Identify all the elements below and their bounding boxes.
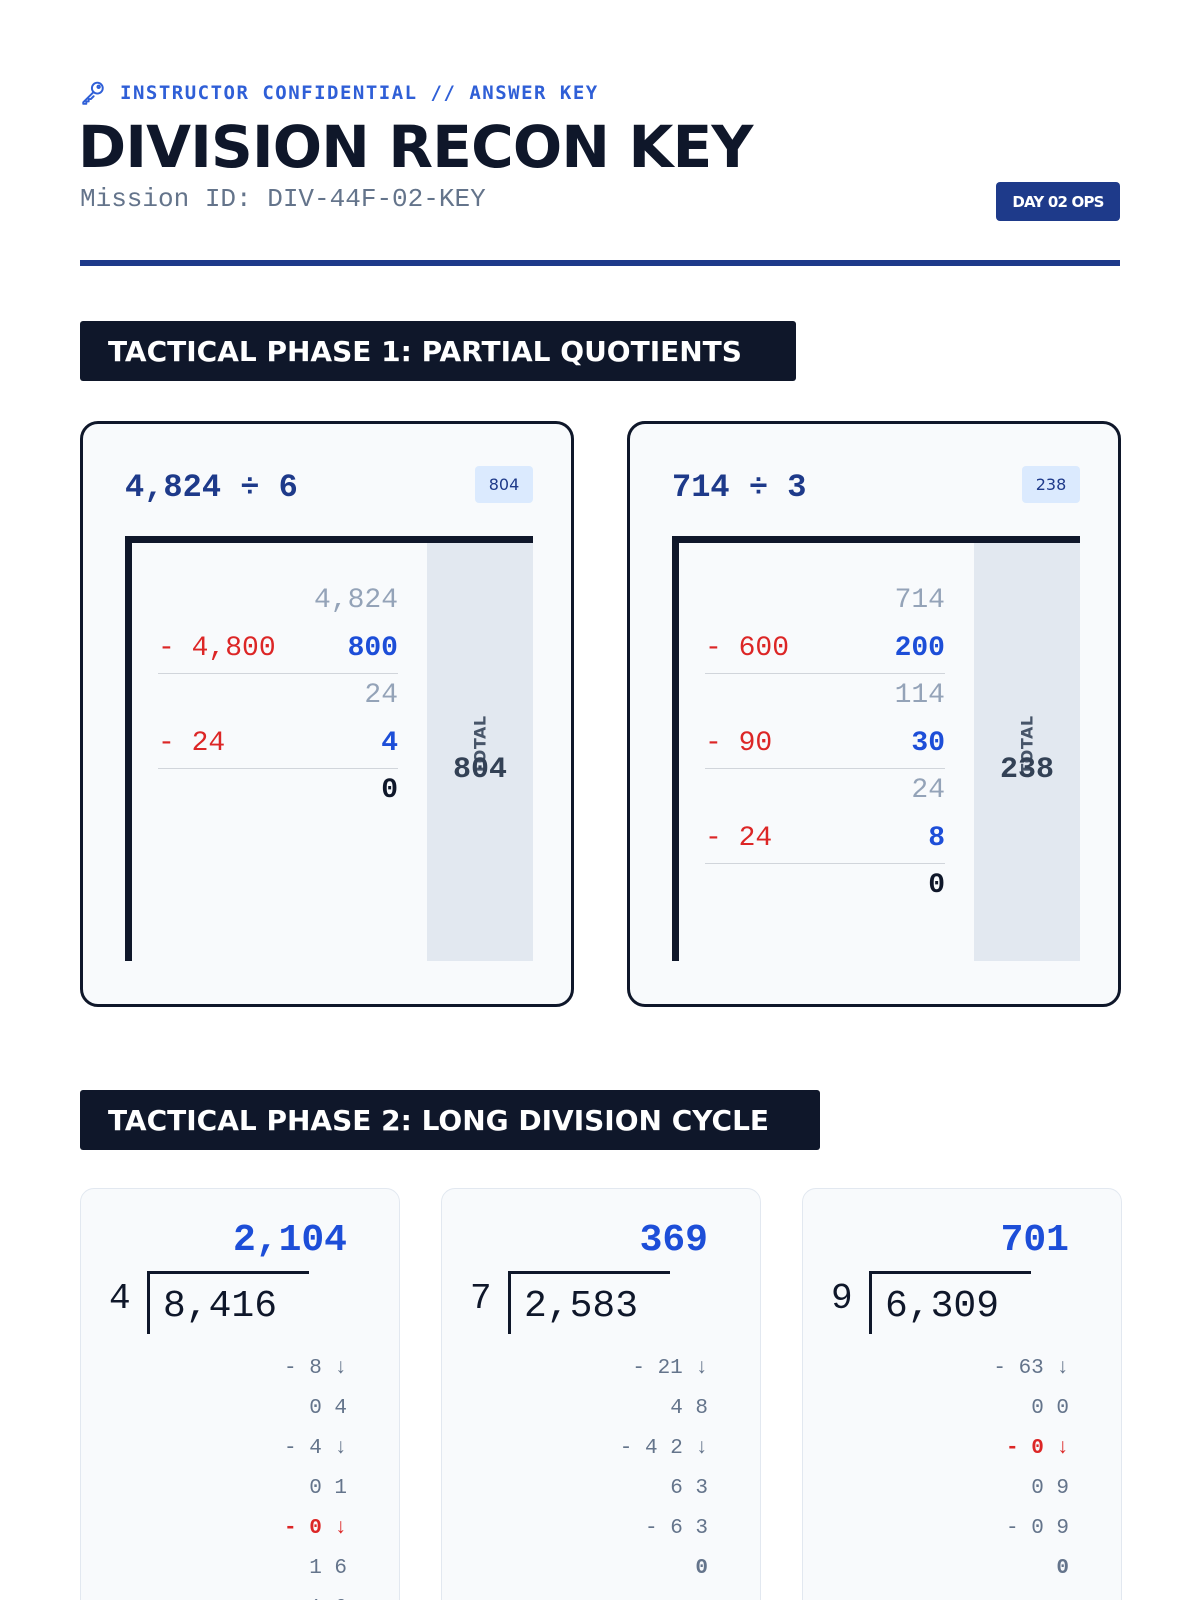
subtracted-amount: - 4,800 xyxy=(158,632,276,664)
subtracted-amount: - 24 xyxy=(705,822,773,854)
division-step: 0 4 xyxy=(309,1397,347,1420)
division-step: - 21 ↓ xyxy=(632,1357,708,1380)
subtraction-row: - 24 8 xyxy=(705,817,945,864)
remaining-value: 714 xyxy=(894,585,945,616)
division-bracket xyxy=(869,1271,1031,1334)
long-division-card: 369 7 2,583 - 21 ↓ 4 8 - 4 2 ↓ 6 3 - 6 3 0 xyxy=(441,1188,761,1600)
header-divider xyxy=(80,260,1120,266)
subtraction-row: - 24 4 xyxy=(158,722,398,769)
division-step: 4 8 xyxy=(670,1397,708,1420)
quotient: 2,104 xyxy=(232,1219,347,1262)
partial-quotient: 800 xyxy=(347,632,398,664)
division-bracket xyxy=(508,1271,670,1334)
division-step: 0 9 xyxy=(1031,1477,1069,1500)
division-step: - 0 9 xyxy=(1005,1517,1069,1540)
phase2-title: TACTICAL PHASE 2: LONG DIVISION CYCLE xyxy=(80,1090,820,1150)
problem-expression: 4,824 ÷ 6 xyxy=(125,469,298,506)
confidential-eyebrow: INSTRUCTOR CONFIDENTIAL // ANSWER KEY xyxy=(80,80,599,106)
division-step: - 63 ↓ xyxy=(993,1357,1069,1380)
long-division-card: 2,104 4 8,416 - 8 ↓ 0 4 - 4 ↓ 0 1 - 0 ↓ 1 6 1 6 xyxy=(80,1188,400,1600)
division-step: 0 0 xyxy=(1031,1397,1069,1420)
partial-quotient: 8 xyxy=(928,822,945,854)
partial-quotient-card: 714 ÷ 3 238 TOTAL 238 714- 600 200 114- 90 30 24… xyxy=(627,421,1121,1007)
remainder-row: 24 xyxy=(705,769,945,816)
quotient: 369 xyxy=(639,1219,708,1262)
dividend: 2,583 xyxy=(524,1285,639,1328)
total-column: TOTAL 238 xyxy=(974,543,1080,961)
dividend: 6,309 xyxy=(885,1285,1000,1328)
problem-expression: 714 ÷ 3 xyxy=(672,469,807,506)
mission-id: Mission ID: DIV-44F-02-KEY xyxy=(80,184,486,214)
remainder-row: 114 xyxy=(705,674,945,721)
subtraction-row: - 90 30 xyxy=(705,722,945,769)
partial-quotient-frame: TOTAL 804 4,824 - 4,800 800 24 - 24 4 0 xyxy=(125,536,533,961)
division-step: 0 xyxy=(695,1557,708,1580)
division-step: - 6 3 xyxy=(644,1517,708,1540)
division-step: 0 xyxy=(1056,1557,1069,1580)
division-step: - 0 ↓ xyxy=(283,1517,347,1540)
remaining-value: 4,824 xyxy=(313,585,398,616)
partial-quotient: 30 xyxy=(911,727,945,759)
long-division-card: 701 9 6,309 - 63 ↓ 0 0 - 0 ↓ 0 9 - 0 9 0 xyxy=(802,1188,1122,1600)
total-value: 238 xyxy=(999,753,1054,787)
remainder-row: 24 xyxy=(158,674,398,721)
divisor: 9 xyxy=(831,1278,853,1319)
answer-badge: 238 xyxy=(1022,466,1080,503)
remainder-row: 4,824 xyxy=(158,579,398,626)
partial-quotient: 200 xyxy=(894,632,945,664)
remainder-row: 0 xyxy=(705,864,945,911)
remaining-value: 24 xyxy=(364,680,398,711)
dividend: 8,416 xyxy=(163,1285,278,1328)
partial-quotient-frame: TOTAL 238 714 - 600 200 114 - 90 30 24 - 24 8 0 xyxy=(672,536,1080,961)
division-step: - 0 ↓ xyxy=(1005,1437,1069,1460)
divisor: 7 xyxy=(470,1278,492,1319)
subtracted-amount: - 600 xyxy=(705,632,790,664)
eyebrow-text: INSTRUCTOR CONFIDENTIAL // ANSWER KEY xyxy=(120,82,599,104)
total-value: 804 xyxy=(452,753,507,787)
subtracted-amount: - 90 xyxy=(705,727,773,759)
division-bracket xyxy=(147,1271,309,1334)
page-title: DIVISION RECON KEY xyxy=(78,113,753,181)
subtraction-row: - 600 200 xyxy=(705,627,945,674)
key-icon xyxy=(82,81,104,105)
quotient: 701 xyxy=(1000,1219,1069,1262)
division-step: - 8 ↓ xyxy=(283,1357,347,1380)
division-step: 1 6 xyxy=(309,1597,347,1600)
division-step: - 4 ↓ xyxy=(283,1437,347,1460)
day-badge: DAY 02 OPS xyxy=(996,182,1120,221)
remainder-row: 0 xyxy=(158,769,398,816)
final-remainder: 0 xyxy=(928,870,945,901)
divisor: 4 xyxy=(109,1278,131,1319)
total-column: TOTAL 804 xyxy=(427,543,533,961)
subtraction-row: - 4,800 800 xyxy=(158,627,398,674)
phase1-title: TACTICAL PHASE 1: PARTIAL QUOTIENTS xyxy=(80,321,796,381)
answer-badge: 804 xyxy=(475,466,533,503)
division-step: 6 3 xyxy=(670,1477,708,1500)
partial-quotient-card: 4,824 ÷ 6 804 TOTAL 804 4,824- 4,800 800 24- 2… xyxy=(80,421,574,1007)
division-step: 0 1 xyxy=(309,1477,347,1500)
partial-quotient: 4 xyxy=(381,727,398,759)
remaining-value: 24 xyxy=(911,775,945,806)
final-remainder: 0 xyxy=(381,775,398,806)
remaining-value: 114 xyxy=(894,680,945,711)
remainder-row: 714 xyxy=(705,579,945,626)
division-step: - 4 2 ↓ xyxy=(619,1437,708,1460)
division-step: 1 6 xyxy=(309,1557,347,1580)
subtracted-amount: - 24 xyxy=(158,727,226,759)
